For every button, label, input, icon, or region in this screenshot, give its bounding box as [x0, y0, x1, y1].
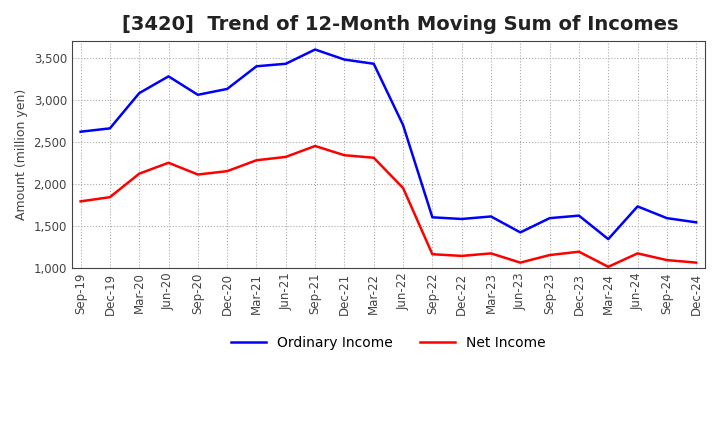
Net Income — [662, 257, 671, 263]
Ordinary Income — [76, 129, 85, 134]
Net Income — [164, 160, 173, 165]
Net Income — [282, 154, 290, 160]
Ordinary Income — [252, 64, 261, 69]
Ordinary Income — [311, 47, 320, 52]
Ordinary Income — [575, 213, 583, 218]
Ordinary Income — [340, 57, 348, 62]
Ordinary Income — [399, 122, 408, 128]
Legend: Ordinary Income, Net Income: Ordinary Income, Net Income — [225, 331, 552, 356]
Net Income — [252, 158, 261, 163]
Ordinary Income — [545, 216, 554, 221]
Net Income — [487, 251, 495, 256]
Ordinary Income — [692, 220, 701, 225]
Net Income — [340, 153, 348, 158]
Ordinary Income — [369, 61, 378, 66]
Ordinary Income — [282, 61, 290, 66]
Ordinary Income — [457, 216, 466, 222]
Net Income — [516, 260, 525, 265]
Net Income — [106, 194, 114, 200]
Net Income — [311, 143, 320, 149]
Net Income — [399, 185, 408, 191]
Net Income — [223, 169, 232, 174]
Ordinary Income — [223, 86, 232, 92]
Net Income — [634, 251, 642, 256]
Net Income — [428, 252, 437, 257]
Ordinary Income — [106, 126, 114, 131]
Ordinary Income — [428, 215, 437, 220]
Ordinary Income — [164, 74, 173, 79]
Ordinary Income — [634, 204, 642, 209]
Ordinary Income — [194, 92, 202, 97]
Net Income — [604, 264, 613, 269]
Net Income — [692, 260, 701, 265]
Ordinary Income — [662, 216, 671, 221]
Line: Ordinary Income: Ordinary Income — [81, 50, 696, 239]
Y-axis label: Amount (million yen): Amount (million yen) — [15, 89, 28, 220]
Text: [3420]  Trend of 12-Month Moving Sum of Incomes: [3420] Trend of 12-Month Moving Sum of I… — [122, 15, 679, 34]
Net Income — [76, 199, 85, 204]
Net Income — [369, 155, 378, 160]
Line: Net Income: Net Income — [81, 146, 696, 267]
Net Income — [575, 249, 583, 254]
Ordinary Income — [487, 214, 495, 219]
Ordinary Income — [135, 91, 143, 96]
Net Income — [194, 172, 202, 177]
Net Income — [545, 253, 554, 258]
Net Income — [457, 253, 466, 259]
Ordinary Income — [516, 230, 525, 235]
Net Income — [135, 171, 143, 176]
Ordinary Income — [604, 236, 613, 242]
